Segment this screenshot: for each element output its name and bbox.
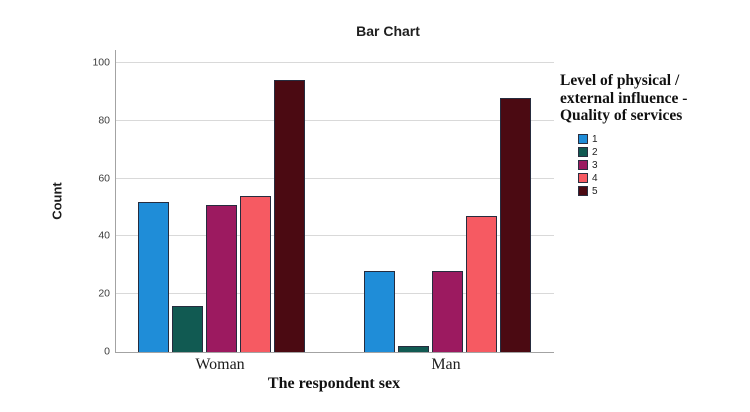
bar-man-series-5 [499, 97, 531, 352]
y-tick-label: 40 [98, 229, 110, 242]
chart-title: Bar Chart [356, 23, 420, 39]
legend-item-2: 2 [578, 146, 745, 159]
legend-swatch-5 [578, 186, 588, 196]
bar-woman-series-3 [205, 204, 237, 352]
gridline [116, 235, 554, 237]
legend-swatch-2 [578, 147, 588, 157]
legend-title: Level of physical / external influence -… [560, 72, 745, 125]
legend-label-3: 3 [592, 159, 598, 171]
gridline [116, 119, 554, 121]
bar-woman-series-5 [273, 80, 305, 352]
bar-man-series-4 [465, 216, 497, 352]
plot-area: 0 20 40 60 80 100 [92, 50, 554, 357]
bar-man-series-1 [363, 271, 395, 352]
gridline [116, 177, 554, 179]
legend-swatch-4 [578, 173, 588, 183]
bar-woman-series-4 [239, 195, 271, 352]
bar-woman-series-1 [137, 201, 169, 352]
legend-label-1: 1 [592, 133, 598, 145]
legend-label-5: 5 [592, 185, 598, 197]
legend-label-4: 4 [592, 172, 598, 184]
y-tick-label: 60 [98, 172, 110, 185]
legend-swatch-3 [578, 160, 588, 170]
y-tick-label: 20 [98, 287, 110, 300]
y-tick-label: 100 [92, 56, 110, 69]
bar-man-series-2 [397, 346, 429, 352]
x-category-label-man: Man [431, 356, 461, 373]
legend-label-2: 2 [592, 146, 598, 158]
x-category-label-woman: Woman [195, 356, 245, 373]
bar-group-man [363, 97, 531, 352]
bar-man-series-3 [431, 271, 463, 352]
bar-group-woman [137, 80, 305, 352]
x-axis-label: The respondent sex [267, 375, 401, 392]
y-tick-label: 0 [104, 345, 110, 358]
legend-item-4: 4 [578, 172, 745, 185]
legend: Level of physical / external influence -… [560, 72, 745, 198]
legend-item-1: 1 [578, 133, 745, 146]
legend-swatch-1 [578, 134, 588, 144]
legend-item-5: 5 [578, 185, 745, 198]
legend-title-line-3: Quality of services [560, 107, 683, 124]
y-axis-label: Count [49, 182, 65, 220]
y-tick-label: 80 [98, 114, 110, 127]
gridline [116, 293, 554, 295]
legend-title-line-2: external influence - [560, 89, 688, 107]
bar-woman-series-2 [171, 305, 203, 352]
legend-title-line-1: Level of physical / [560, 72, 680, 89]
gridline [116, 62, 554, 63]
legend-item-3: 3 [578, 159, 745, 172]
